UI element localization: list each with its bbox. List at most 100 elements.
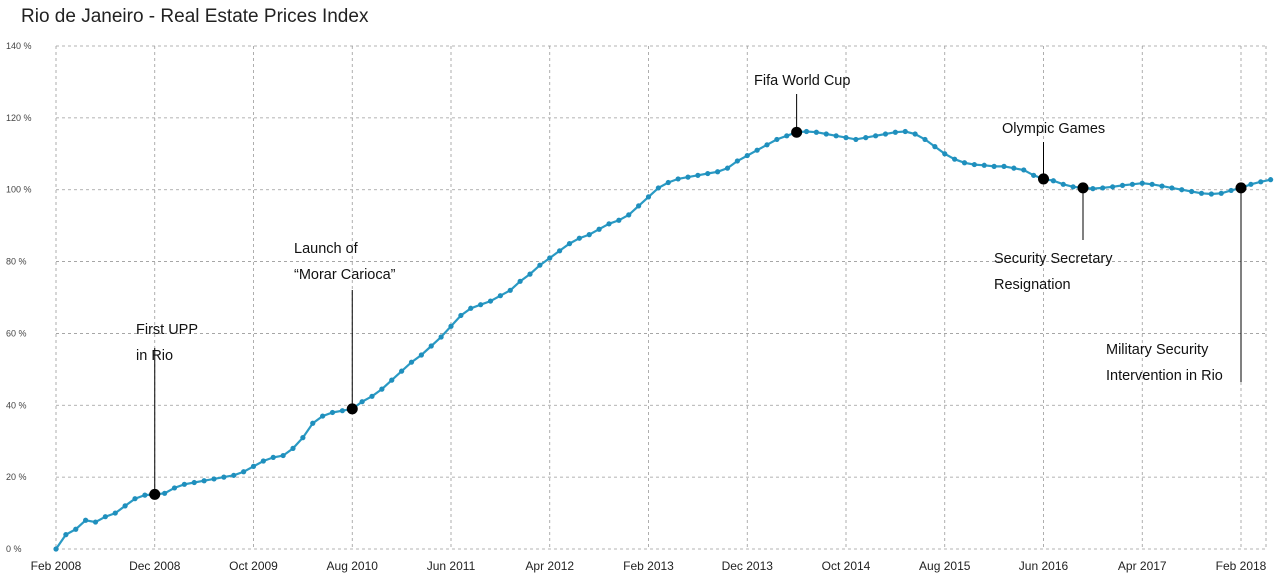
event-marker (791, 126, 803, 138)
annotation-label: Security Secretary Resignation (994, 251, 1113, 293)
data-point (655, 185, 661, 191)
data-point (665, 179, 671, 186)
data-point (1159, 183, 1165, 189)
data-point (73, 526, 79, 532)
data-point (527, 271, 533, 277)
data-point (438, 334, 444, 340)
data-point (1189, 188, 1195, 195)
annotation-label: Launch of “Morar Carioca” (294, 241, 396, 283)
data-point (1139, 180, 1145, 186)
annotation-line: First UPP (136, 322, 198, 338)
data-point (586, 232, 592, 238)
data-point (981, 162, 987, 168)
data-point (734, 158, 740, 164)
data-point (359, 399, 365, 405)
data-point (961, 160, 968, 166)
data-point (468, 305, 474, 311)
data-point (1060, 181, 1066, 187)
data-point (675, 176, 681, 182)
data-point (497, 293, 503, 299)
data-point (744, 152, 750, 159)
data-point (448, 323, 454, 329)
x-tick-label: Feb 2013 (623, 559, 674, 573)
event-marker (1077, 182, 1089, 194)
data-point (201, 478, 207, 484)
data-point (1179, 187, 1185, 193)
data-point (537, 262, 543, 268)
y-tick-label: 140 % (6, 41, 32, 51)
data-point (162, 490, 168, 496)
data-point (1258, 179, 1264, 185)
data-point (902, 128, 908, 135)
data-point (290, 445, 296, 451)
data-point (853, 136, 859, 143)
data-point (724, 165, 731, 171)
data-point (1149, 181, 1155, 187)
data-point (922, 136, 928, 143)
event-marker (346, 403, 358, 415)
data-point (191, 479, 197, 486)
data-point (389, 377, 395, 383)
data-point (132, 496, 138, 502)
data-point (399, 368, 405, 374)
y-tick-label: 120 % (6, 113, 32, 123)
annotation-label: Fifa World Cup (754, 73, 850, 89)
data-point (932, 144, 938, 150)
data-point (636, 203, 642, 209)
data-point (478, 302, 484, 308)
data-point (1228, 187, 1234, 194)
x-tick-label: Apr 2012 (525, 559, 574, 573)
y-tick-label: 100 % (6, 185, 32, 195)
data-point (843, 135, 849, 141)
data-point (1119, 182, 1126, 189)
data-point (63, 532, 69, 538)
data-point (892, 129, 898, 135)
data-point (952, 156, 958, 162)
x-tick-label: Dec 2008 (129, 559, 181, 573)
data-point (1268, 177, 1274, 183)
x-tick-label: Jun 2016 (1019, 559, 1069, 573)
data-point (280, 452, 286, 459)
data-point (863, 135, 869, 141)
data-point (1011, 165, 1017, 171)
data-point (1050, 178, 1056, 184)
series (53, 128, 1274, 552)
event-marker (149, 488, 161, 500)
x-tick-label: Feb 2008 (31, 559, 82, 573)
data-point (92, 519, 99, 525)
data-point (873, 133, 879, 139)
x-tick-label: Jun 2011 (427, 559, 476, 573)
data-point (122, 503, 128, 509)
data-point (705, 170, 711, 177)
data-point (626, 212, 632, 218)
x-tick-label: Dec 2013 (722, 559, 774, 573)
data-point (310, 420, 316, 426)
annotation-line: Resignation (994, 277, 1071, 293)
data-point (428, 343, 434, 349)
annotation-line: Intervention in Rio (1106, 368, 1223, 384)
data-point (1021, 167, 1027, 173)
data-point (171, 485, 178, 491)
annotation-line: in Rio (136, 348, 173, 364)
annotation-line: Launch of (294, 241, 359, 257)
data-point (487, 298, 494, 304)
data-point (566, 241, 573, 247)
data-point (991, 163, 997, 169)
axes: 0 % 20 % 40 % 60 % 80 % 100 % 120 % 140 % Feb 20… (6, 41, 1267, 573)
x-tick-label: Oct 2009 (229, 559, 278, 573)
data-point (833, 133, 839, 139)
x-tick-label: Feb 2018 (1216, 559, 1267, 573)
data-point (942, 151, 948, 157)
annotation-label: Military Security Intervention in Rio (1106, 342, 1223, 384)
data-point (715, 169, 721, 175)
data-point (1110, 184, 1116, 190)
data-point (754, 147, 760, 153)
annotation-line: Security Secretary (994, 251, 1113, 267)
event-marker (1038, 173, 1049, 185)
grid (55, 45, 1267, 550)
x-tick-label: Oct 2014 (822, 559, 871, 573)
annotation-line: Olympic Games (1002, 121, 1105, 137)
data-point (458, 312, 464, 319)
data-point (1208, 191, 1214, 197)
data-point (211, 476, 217, 482)
